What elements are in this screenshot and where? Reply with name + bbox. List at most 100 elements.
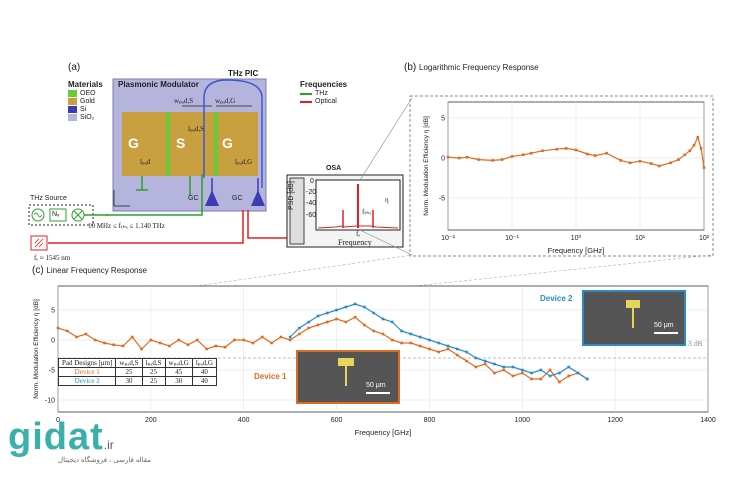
data-point (585, 152, 589, 156)
data-point (649, 162, 653, 165)
x-tick-label: 800 (424, 417, 436, 424)
data-point (483, 359, 487, 363)
data-point (325, 320, 329, 324)
gc-label-2: GC (232, 195, 243, 202)
grating-coupler-1 (205, 190, 219, 206)
data-point (260, 335, 264, 339)
data-point (168, 344, 171, 348)
data-point (699, 147, 703, 150)
data-point (555, 147, 559, 151)
materials-title: Materials (68, 80, 103, 89)
data-point (455, 347, 459, 351)
device1-scale-bar (366, 392, 390, 394)
x-tick-label: 10⁰ (571, 234, 582, 242)
data-point (140, 347, 143, 351)
data-point (344, 305, 348, 309)
device1-label: Device 1 (254, 372, 287, 381)
gc-label-1: GC (188, 195, 199, 202)
data-point (214, 344, 218, 348)
data-point (669, 161, 672, 165)
data-point (521, 153, 525, 157)
oeo-slot-2 (214, 112, 218, 176)
data-point (502, 365, 506, 369)
frequency-legend-item: THz (300, 90, 347, 97)
x-tick-label: 10⁻¹ (505, 235, 519, 242)
data-point (316, 323, 320, 327)
data-point (177, 338, 181, 342)
data-point (400, 329, 403, 333)
table-device-name: Device 2 (57, 376, 117, 386)
gold-electrode-g2 (218, 112, 258, 176)
data-point (511, 365, 515, 369)
data-point (474, 365, 478, 369)
watermark-tld: .ir (103, 438, 114, 452)
data-point (574, 148, 578, 152)
material-swatch (68, 90, 77, 97)
osa-xlabel: Frequency (338, 238, 372, 247)
x-tick-label: 10² (699, 235, 710, 242)
data-point (530, 377, 533, 381)
data-point (353, 302, 357, 306)
data-point (279, 335, 283, 339)
pad-design-table: Pad Designs [μm] wₚₐd,S lₚₐd,S wₚₐd,G lₚₐd,G… (57, 358, 218, 386)
watermark-brand-row: gidat.ir (8, 418, 151, 456)
data-point (205, 347, 208, 351)
data-point (520, 371, 524, 375)
data-point (502, 368, 506, 372)
frequency-swatch (300, 100, 312, 103)
data-point (493, 371, 496, 375)
data-point (121, 344, 125, 348)
table-header-cell: Pad Designs [μm] (57, 358, 117, 368)
material-item: SiO₂ (68, 114, 103, 121)
device2-inset: 50 μm (582, 290, 686, 346)
data-point (457, 156, 461, 160)
table-cell: 40 (191, 367, 218, 377)
data-point (335, 317, 338, 321)
data-point (344, 320, 348, 324)
panel-c-id: (c) (32, 265, 44, 276)
material-item: Gold (68, 98, 103, 105)
device1-scale-label: 50 μm (366, 382, 386, 389)
data-point (638, 159, 642, 163)
material-swatch (68, 106, 77, 113)
data-point (491, 159, 495, 162)
log-frequency-chart: 10⁻² 10⁻¹ 10⁰ 10¹ 10² -5 0 5 Frequency [GHz] Norm… (423, 101, 710, 255)
data-point (511, 374, 515, 378)
data-point (298, 332, 301, 336)
data-point (298, 326, 301, 330)
watermark-brand: gidat (8, 416, 104, 458)
data-point (103, 341, 106, 345)
data-point (372, 329, 376, 333)
data-point (510, 155, 514, 158)
table-header-cell: lₚₐd,S (141, 358, 166, 368)
frequency-legend-item: Optical (300, 98, 347, 105)
table-header-cell: wₚₐd,G (164, 358, 193, 368)
osa-title: OSA (326, 165, 342, 172)
data-point (307, 320, 311, 324)
data-point (186, 343, 190, 347)
data-point (381, 332, 385, 336)
data-point (353, 315, 357, 319)
data-point (529, 151, 533, 155)
y-axis-label: Norm. Modulation Efficiency η [dB] (33, 299, 40, 399)
thz-source-box (28, 204, 108, 226)
si-waveguide-loop (203, 79, 263, 188)
x-tick-label: 1200 (607, 417, 623, 424)
frequency-label: Optical (315, 98, 337, 105)
osa-instrument (286, 174, 404, 248)
device2-label: Device 2 (540, 294, 573, 303)
data-point (520, 368, 524, 372)
data-point (112, 343, 116, 347)
data-point (539, 377, 543, 381)
table-header-cell: lₚₐd,G (191, 358, 218, 368)
materials-legend: Materials OEO Gold Si SiO₂ (68, 80, 103, 121)
data-point (455, 353, 459, 357)
dim-lpad: lₚₐd (140, 158, 151, 166)
device2-scale-label: 50 μm (654, 322, 674, 329)
device1-trace (345, 366, 347, 386)
frequency-label: THz (315, 90, 328, 97)
data-point (75, 335, 78, 339)
data-point (567, 365, 571, 369)
data-point (149, 338, 153, 342)
y-tick-label: 0 (441, 156, 445, 163)
